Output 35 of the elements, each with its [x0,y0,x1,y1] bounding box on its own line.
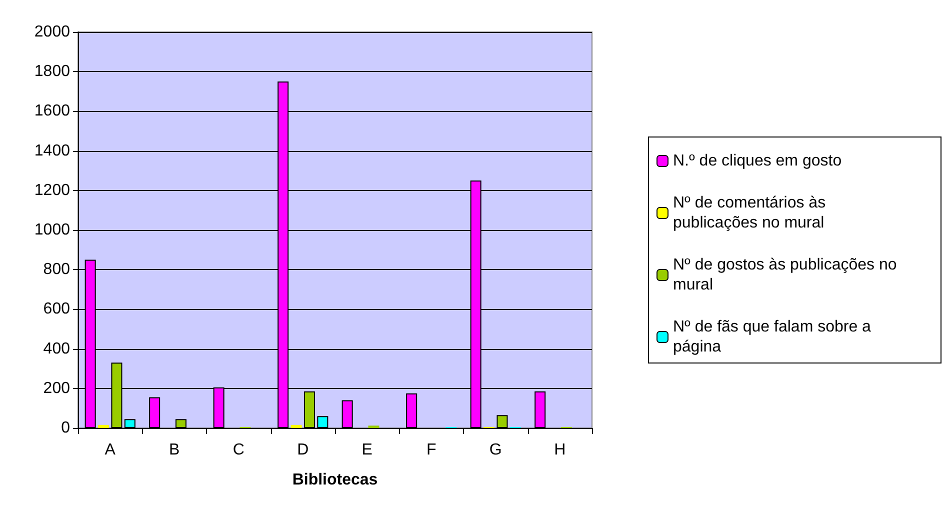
y-tick-label: 2000 [34,24,70,40]
x-tick-label: C [232,442,244,458]
bar [149,397,160,428]
y-tick-label: 0 [61,420,70,436]
y-tick-label: 200 [43,380,70,397]
bar [304,391,315,428]
bar [496,415,508,428]
x-tick-label: E [362,442,372,458]
y-tick-label: 1200 [34,182,70,199]
y-tick-label: 1600 [34,102,70,120]
y-tick-label: 1800 [34,63,70,80]
bar [98,425,110,428]
bar [534,391,546,428]
x-tick-label: H [554,442,566,458]
y-tick-label: 1400 [34,142,70,160]
legend-label: Nº de gostos às publicações no mural [673,256,902,294]
bar [317,416,328,428]
bar [406,393,418,428]
bar [290,425,302,428]
legend-label: Nº de fãs que falam sobre a página [673,318,876,356]
bar [124,419,136,428]
bar [342,400,353,428]
x-tick-label: A [104,442,116,458]
x-tick-label: F [426,442,436,458]
legend-label: Nº de comentários às publicações no mural [673,194,830,232]
y-tick-label: 1000 [34,222,70,238]
x-tick-label: B [169,442,180,458]
x-axis-title: Bibliotecas [292,472,378,488]
x-tick-label: D [297,442,309,458]
y-tick-label: 800 [43,261,70,278]
x-tick-label: G [489,442,502,458]
bar [175,419,186,428]
y-tick-label: 600 [43,300,70,318]
legend-label: N.º de cliques em gosto [673,152,842,170]
y-tick-label: 400 [43,340,70,358]
